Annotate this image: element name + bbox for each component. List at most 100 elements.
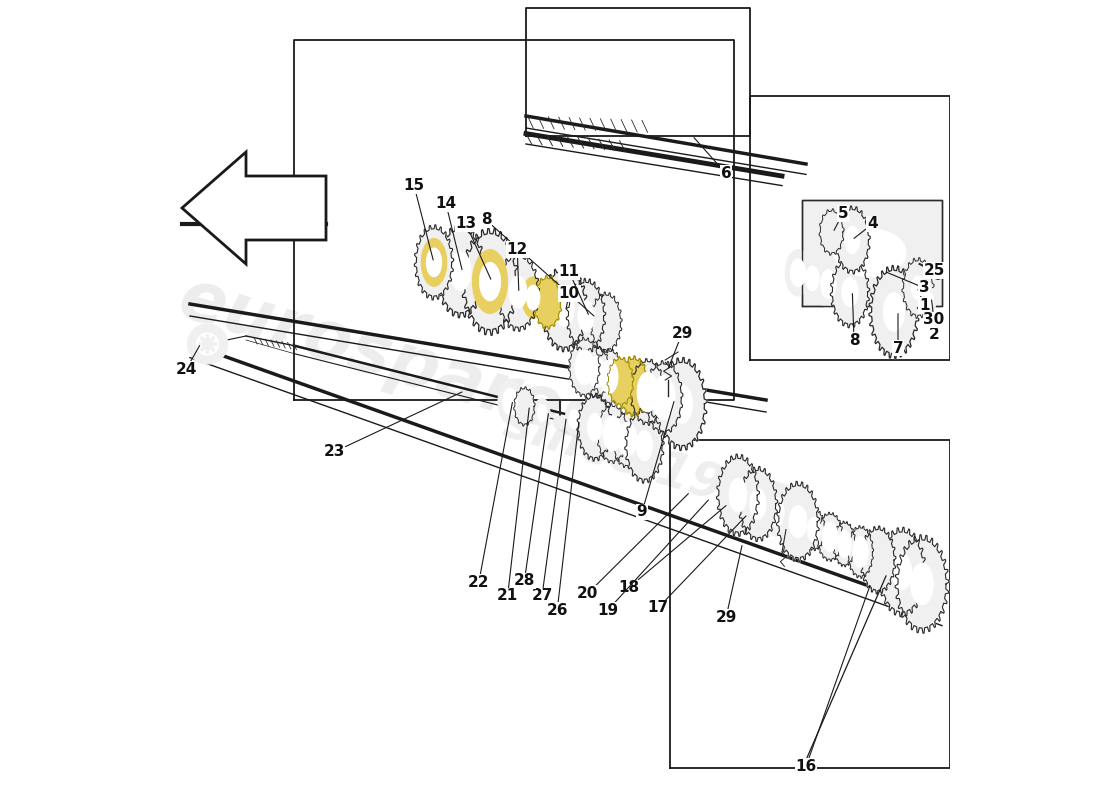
Text: 16: 16 <box>795 586 870 774</box>
Polygon shape <box>869 266 920 358</box>
Ellipse shape <box>503 388 517 415</box>
Polygon shape <box>716 454 759 536</box>
Ellipse shape <box>837 530 851 558</box>
Polygon shape <box>738 466 778 542</box>
Ellipse shape <box>480 262 501 301</box>
Text: 21: 21 <box>497 408 529 603</box>
Polygon shape <box>777 482 820 562</box>
Ellipse shape <box>450 252 471 290</box>
Ellipse shape <box>427 248 442 277</box>
Text: 26: 26 <box>547 422 579 618</box>
Text: 3: 3 <box>886 272 929 295</box>
Text: 29: 29 <box>669 326 693 368</box>
Text: 15: 15 <box>404 178 433 260</box>
Ellipse shape <box>892 554 912 590</box>
Ellipse shape <box>565 403 583 435</box>
Ellipse shape <box>426 247 442 278</box>
Ellipse shape <box>845 226 859 254</box>
Polygon shape <box>596 404 628 463</box>
Polygon shape <box>625 408 664 483</box>
Text: 28: 28 <box>514 414 549 588</box>
Text: 5: 5 <box>834 206 848 230</box>
Polygon shape <box>576 393 613 462</box>
Ellipse shape <box>601 360 618 394</box>
Polygon shape <box>803 509 825 550</box>
Text: 9: 9 <box>637 402 674 519</box>
Circle shape <box>206 334 209 338</box>
Ellipse shape <box>587 414 602 441</box>
Polygon shape <box>541 266 587 352</box>
Text: 12: 12 <box>507 242 528 290</box>
Ellipse shape <box>790 259 805 286</box>
Text: 17: 17 <box>648 516 746 615</box>
Polygon shape <box>514 386 535 426</box>
Circle shape <box>200 337 204 340</box>
Ellipse shape <box>527 285 540 310</box>
Polygon shape <box>617 356 649 417</box>
Ellipse shape <box>729 478 747 512</box>
Text: 25: 25 <box>923 263 945 278</box>
Circle shape <box>211 348 215 351</box>
Text: 8: 8 <box>481 213 594 316</box>
Ellipse shape <box>522 277 544 318</box>
Polygon shape <box>817 512 844 562</box>
Polygon shape <box>895 534 949 634</box>
Ellipse shape <box>922 287 936 313</box>
Text: 22: 22 <box>468 402 513 590</box>
Ellipse shape <box>618 422 637 456</box>
Ellipse shape <box>805 266 820 291</box>
Circle shape <box>197 333 219 355</box>
Text: 29: 29 <box>715 546 742 625</box>
Ellipse shape <box>763 488 789 536</box>
Ellipse shape <box>750 489 766 519</box>
Text: 1: 1 <box>918 290 930 313</box>
Ellipse shape <box>472 250 507 314</box>
Circle shape <box>206 350 209 354</box>
Polygon shape <box>860 526 895 594</box>
Polygon shape <box>607 357 634 406</box>
Text: 14: 14 <box>436 197 462 270</box>
Text: 8: 8 <box>849 294 859 347</box>
Ellipse shape <box>815 260 842 308</box>
Circle shape <box>553 416 566 429</box>
Ellipse shape <box>603 416 622 451</box>
Text: 6: 6 <box>694 138 732 181</box>
Ellipse shape <box>821 270 836 298</box>
Ellipse shape <box>534 398 550 427</box>
Polygon shape <box>830 256 870 328</box>
Ellipse shape <box>421 238 447 286</box>
Text: 7: 7 <box>893 314 903 355</box>
Text: 19: 19 <box>597 500 708 618</box>
Polygon shape <box>534 275 562 330</box>
Text: 13: 13 <box>455 217 491 279</box>
Text: 27: 27 <box>531 419 566 603</box>
Ellipse shape <box>911 563 933 605</box>
Polygon shape <box>182 152 326 264</box>
Ellipse shape <box>842 278 858 306</box>
Ellipse shape <box>478 260 502 303</box>
Ellipse shape <box>852 536 868 568</box>
Polygon shape <box>569 338 601 397</box>
Ellipse shape <box>785 250 811 296</box>
Ellipse shape <box>789 506 806 538</box>
Polygon shape <box>847 526 873 578</box>
Ellipse shape <box>834 229 906 277</box>
Text: 4: 4 <box>854 217 878 238</box>
Text: 30: 30 <box>923 300 945 327</box>
Polygon shape <box>902 258 934 318</box>
Polygon shape <box>582 346 610 398</box>
Ellipse shape <box>637 372 658 412</box>
Ellipse shape <box>569 410 580 429</box>
Polygon shape <box>496 253 539 331</box>
Ellipse shape <box>925 292 934 308</box>
Ellipse shape <box>498 379 522 424</box>
Polygon shape <box>820 209 844 255</box>
Circle shape <box>202 338 213 350</box>
Polygon shape <box>657 358 707 450</box>
Polygon shape <box>590 292 623 353</box>
Circle shape <box>200 348 204 351</box>
Ellipse shape <box>588 357 605 388</box>
Circle shape <box>214 342 217 346</box>
Ellipse shape <box>509 276 527 308</box>
Polygon shape <box>878 527 926 617</box>
